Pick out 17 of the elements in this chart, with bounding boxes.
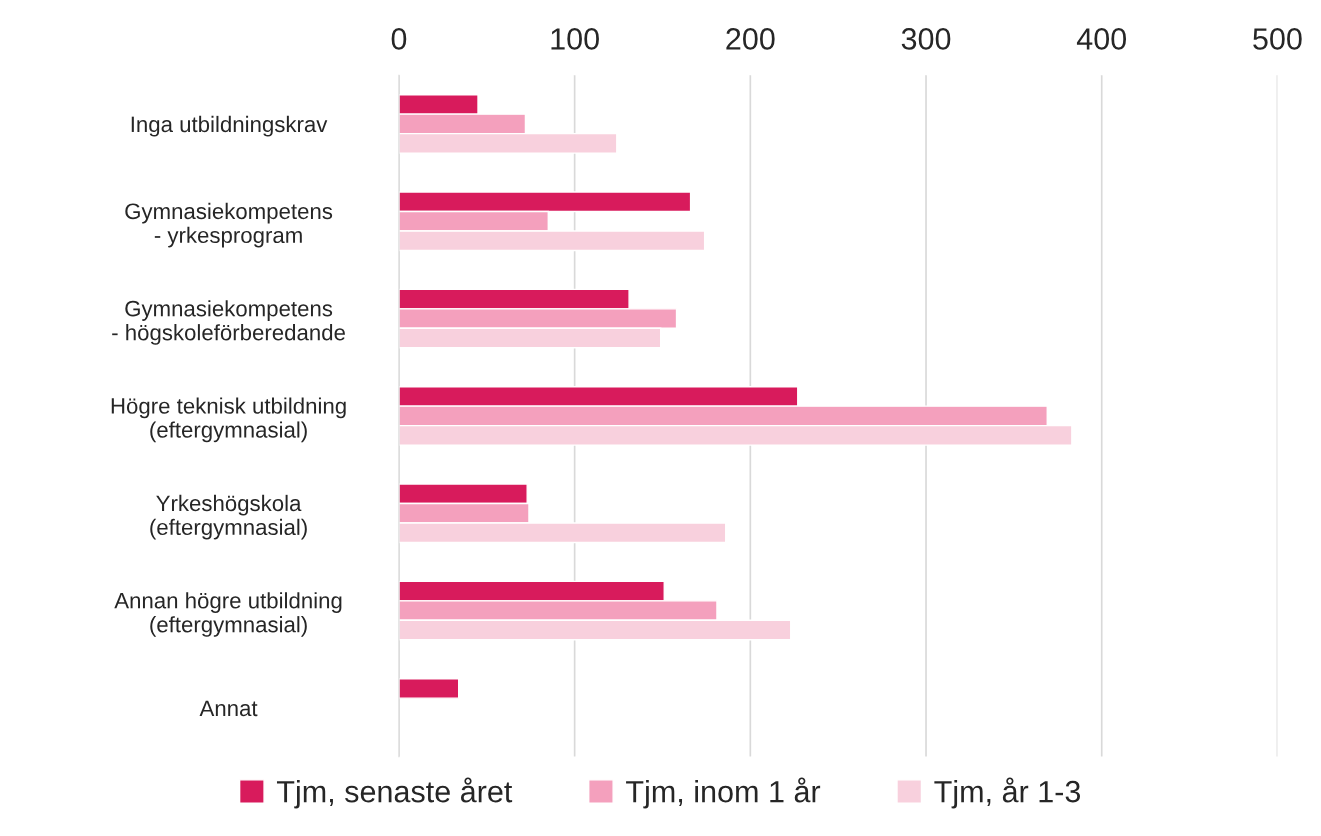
y-tick-label: Gymnasiekompetens - högskoleförberedande	[112, 300, 345, 345]
x-tick-label: 400	[1076, 28, 1127, 50]
y-tick-label: Yrkeshögskola (eftergymnasial)	[150, 494, 307, 540]
y-tick-label: Annat	[199, 700, 258, 717]
y-tick-label: Inga utbildningskrav	[131, 115, 328, 137]
x-tick-label: 100	[551, 28, 599, 50]
x-tick-label: 300	[901, 28, 951, 50]
y-tick-label: Gymnasiekompetens - yrkesprogram	[125, 202, 333, 248]
y-tick-label: Annan högre utbildning (eftergymnasial)	[114, 592, 342, 637]
x-tick-label: 0	[391, 28, 407, 50]
legend-label: Tjm, år 1-3	[934, 777, 1081, 809]
legend-label: Tjm, senaste året	[276, 777, 513, 809]
bar	[398, 678, 460, 699]
legend-label: Tjm, inom 1 år	[626, 777, 821, 809]
y-tick-label: Högre teknisk utbildning (eftergymnasial)	[111, 397, 346, 443]
x-tick-label: 500	[1253, 28, 1302, 50]
x-tick-label: 200	[726, 28, 775, 50]
